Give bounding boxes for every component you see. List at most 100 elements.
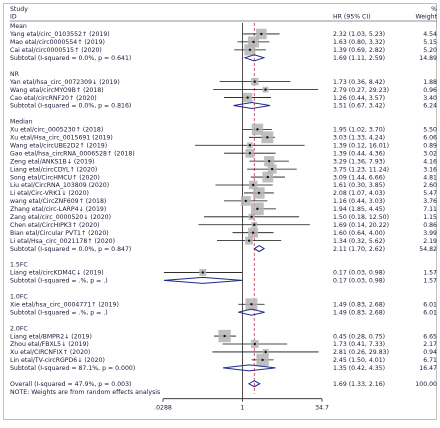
study-label-2-7: Liu etal/CircRNA_103809 (2020) — [10, 182, 109, 189]
x-tick-label-0: .0288 — [154, 405, 172, 412]
point-estimate-2-0 — [256, 128, 259, 131]
weight-5-3: 6.71 — [423, 357, 437, 364]
hr-ci-5-1: 1.73 (0.41, 7.33) — [333, 341, 385, 348]
overall-weight: 100.00 — [415, 381, 437, 388]
study-label-5-0: Liang etal/BMPR2↓ (2019) — [10, 333, 92, 340]
point-estimate-2-4 — [267, 159, 271, 163]
weight-1-1: 0.96 — [423, 87, 437, 94]
subtotal-2-diamond — [253, 245, 266, 253]
hr-ci-2-0: 1.95 (1.02, 3.70) — [333, 127, 385, 134]
weight-3-0: 1.57 — [423, 270, 437, 277]
point-estimate-2-5 — [270, 167, 274, 171]
overall-hr-ci: 1.69 (1.33, 2.16) — [333, 381, 385, 388]
group-label-0: Mean — [10, 23, 27, 30]
header-id: ID — [10, 14, 17, 21]
weight-2-6: 4.81 — [423, 174, 437, 181]
point-estimate-5-1 — [253, 342, 256, 346]
point-estimate-2-2 — [248, 144, 252, 147]
subtotal-3-diamond — [163, 276, 243, 284]
point-estimate-1-1 — [264, 88, 267, 91]
study-label-5-2: Xu etal/CIRCNFIX↑ (2020) — [10, 349, 90, 356]
study-label-2-14: Li etal/Hsa_circ_0021178↑ (2020) — [10, 238, 115, 245]
hr-ci-2-3: 1.39 (0.44, 4.36) — [333, 150, 385, 157]
hr-ci-2-1: 3.03 (1.33, 4.24) — [333, 135, 385, 142]
hr-ci-0-1: 1.63 (0.80, 3.32) — [333, 39, 385, 46]
study-label-1-2: Cao etal/circRNF20↑ (2020) — [10, 95, 97, 102]
group-label-2: Median — [10, 119, 33, 126]
point-estimate-2-14 — [247, 239, 251, 242]
weight-2-11: 1.15 — [423, 214, 437, 221]
point-estimate-2-10 — [256, 207, 259, 211]
subtotal-4-weight: 6.01 — [423, 309, 437, 316]
study-label-4-0: Xie etal/hsa_circ_0004771↑ (2019) — [10, 301, 119, 308]
hr-ci-2-12: 1.69 (0.14, 20.22) — [333, 222, 389, 229]
subtotal-1-diamond — [233, 101, 271, 110]
subtotal-5-label: Subtotal (I-squared = 87.1%, p = 0.000) — [10, 365, 135, 372]
weight-2-8: 5.47 — [423, 190, 437, 197]
header-weight-pct: % — [431, 6, 437, 13]
hr-ci-1-0: 1.73 (0.36, 8.42) — [333, 79, 385, 86]
hr-ci-4-0: 1.49 (0.83, 2.68) — [333, 301, 385, 308]
hr-ci-2-11: 1.50 (0.18, 12.50) — [333, 214, 389, 221]
study-label-2-10: Zhang etal/circ-LARP4↓ (2019) — [10, 206, 106, 213]
point-estimate-2-6 — [266, 175, 269, 179]
study-label-1-1: Wang etal/circMYO9B↑ (2018) — [10, 87, 104, 94]
point-estimate-3-0 — [201, 271, 204, 274]
group-label-3: 1.5FC — [10, 262, 28, 269]
study-label-5-3: Lin etal/TV-circRGPD6↓ (2020) — [10, 357, 105, 364]
point-estimate-1-0 — [253, 80, 256, 83]
hr-ci-2-10: 1.94 (1.85, 4.45) — [333, 206, 385, 213]
hr-ci-2-9: 1.16 (0.44, 3.03) — [333, 198, 385, 205]
subtotal-0-label: Subtotal (I-squared = 0.0%, p = 0.641) — [10, 55, 131, 62]
plot-frame — [3, 3, 437, 420]
weight-2-13: 3.99 — [423, 230, 437, 237]
hr-ci-5-3: 2.45 (1.50, 4.01) — [333, 357, 385, 364]
weight-2-10: 7.11 — [423, 206, 437, 213]
weight-0-0: 4.54 — [423, 31, 437, 38]
weight-2-12: 0.86 — [423, 222, 437, 229]
hr-ci-5-2: 2.81 (0.26, 29.83) — [333, 349, 389, 356]
point-estimate-2-9 — [244, 199, 248, 203]
hr-ci-2-7: 1.61 (0.30, 3.85) — [333, 182, 385, 189]
subtotal-1-label: Subtotal (I-squared = 0.0%, p = 0.816) — [10, 103, 131, 110]
subtotal-0-diamond — [243, 54, 266, 62]
hr-ci-2-2: 1.39 (0.12, 16.01) — [333, 142, 389, 149]
study-label-2-2: Wang etal/circUBE2D2↑ (2019) — [10, 142, 107, 149]
weight-2-3: 3.02 — [423, 150, 437, 157]
subtotal-0-weight: 14.89 — [419, 55, 437, 62]
hr-ci-0-0: 2.32 (1.03, 5.23) — [333, 31, 385, 38]
subtotal-2-hr-ci: 2.11 (1.70, 2.62) — [333, 246, 385, 253]
weight-2-1: 6.06 — [423, 135, 437, 142]
group-label-4: 1.0FC — [10, 294, 28, 301]
study-label-2-9: wang etal/CircZNF609↑ (2018) — [10, 198, 106, 205]
point-estimate-2-3 — [248, 152, 252, 155]
overall-diamond — [247, 380, 261, 388]
point-estimate-5-3 — [261, 358, 264, 362]
point-estimate-0-2 — [248, 48, 252, 52]
study-label-2-12: Chen etal/CircHIPK3↑ (2020) — [10, 222, 100, 229]
point-estimate-2-12 — [253, 223, 256, 226]
subtotal-1-hr-ci: 1.51 (0.67, 3.42) — [333, 103, 385, 110]
study-label-0-1: Mao etal/circ0000554↑ (2019) — [10, 39, 105, 46]
subtotal-2-label: Subtotal (I-squared = 0.0%, p = 0.847) — [10, 246, 131, 253]
subtotal-3-hr-ci: 0.17 (0.03, 0.98) — [333, 278, 385, 285]
hr-ci-5-0: 0.45 (0.28, 0.75) — [333, 333, 385, 340]
header-weight: Weight — [415, 14, 437, 21]
point-estimate-2-11 — [250, 215, 253, 218]
point-estimate-5-2 — [264, 350, 267, 354]
study-label-1-0: Yan etal/hsa_circ_0072309↓ (2019) — [9, 79, 120, 86]
weight-2-0: 5.50 — [423, 127, 437, 134]
overall-label: Overall (I-squared = 47.9%, p = 0.003) — [10, 381, 131, 388]
header-hr: HR (95% CI) — [333, 14, 371, 21]
hr-ci-3-0: 0.17 (0.03, 0.98) — [333, 270, 385, 277]
header-study: Study — [10, 6, 28, 13]
weight-4-0: 6.01 — [423, 301, 437, 308]
subtotal-0-hr-ci: 1.69 (1.11, 2.59) — [333, 55, 385, 62]
point-estimate-5-0 — [223, 334, 226, 338]
subtotal-5-weight: 16.47 — [419, 365, 437, 372]
hr-ci-2-5: 3.75 (1.23, 11.24) — [333, 166, 389, 173]
point-estimate-2-13 — [251, 231, 255, 234]
study-label-2-13: Bian etal/Circular PVT1↑ (2020) — [10, 230, 109, 237]
weight-2-9: 3.76 — [423, 198, 437, 205]
